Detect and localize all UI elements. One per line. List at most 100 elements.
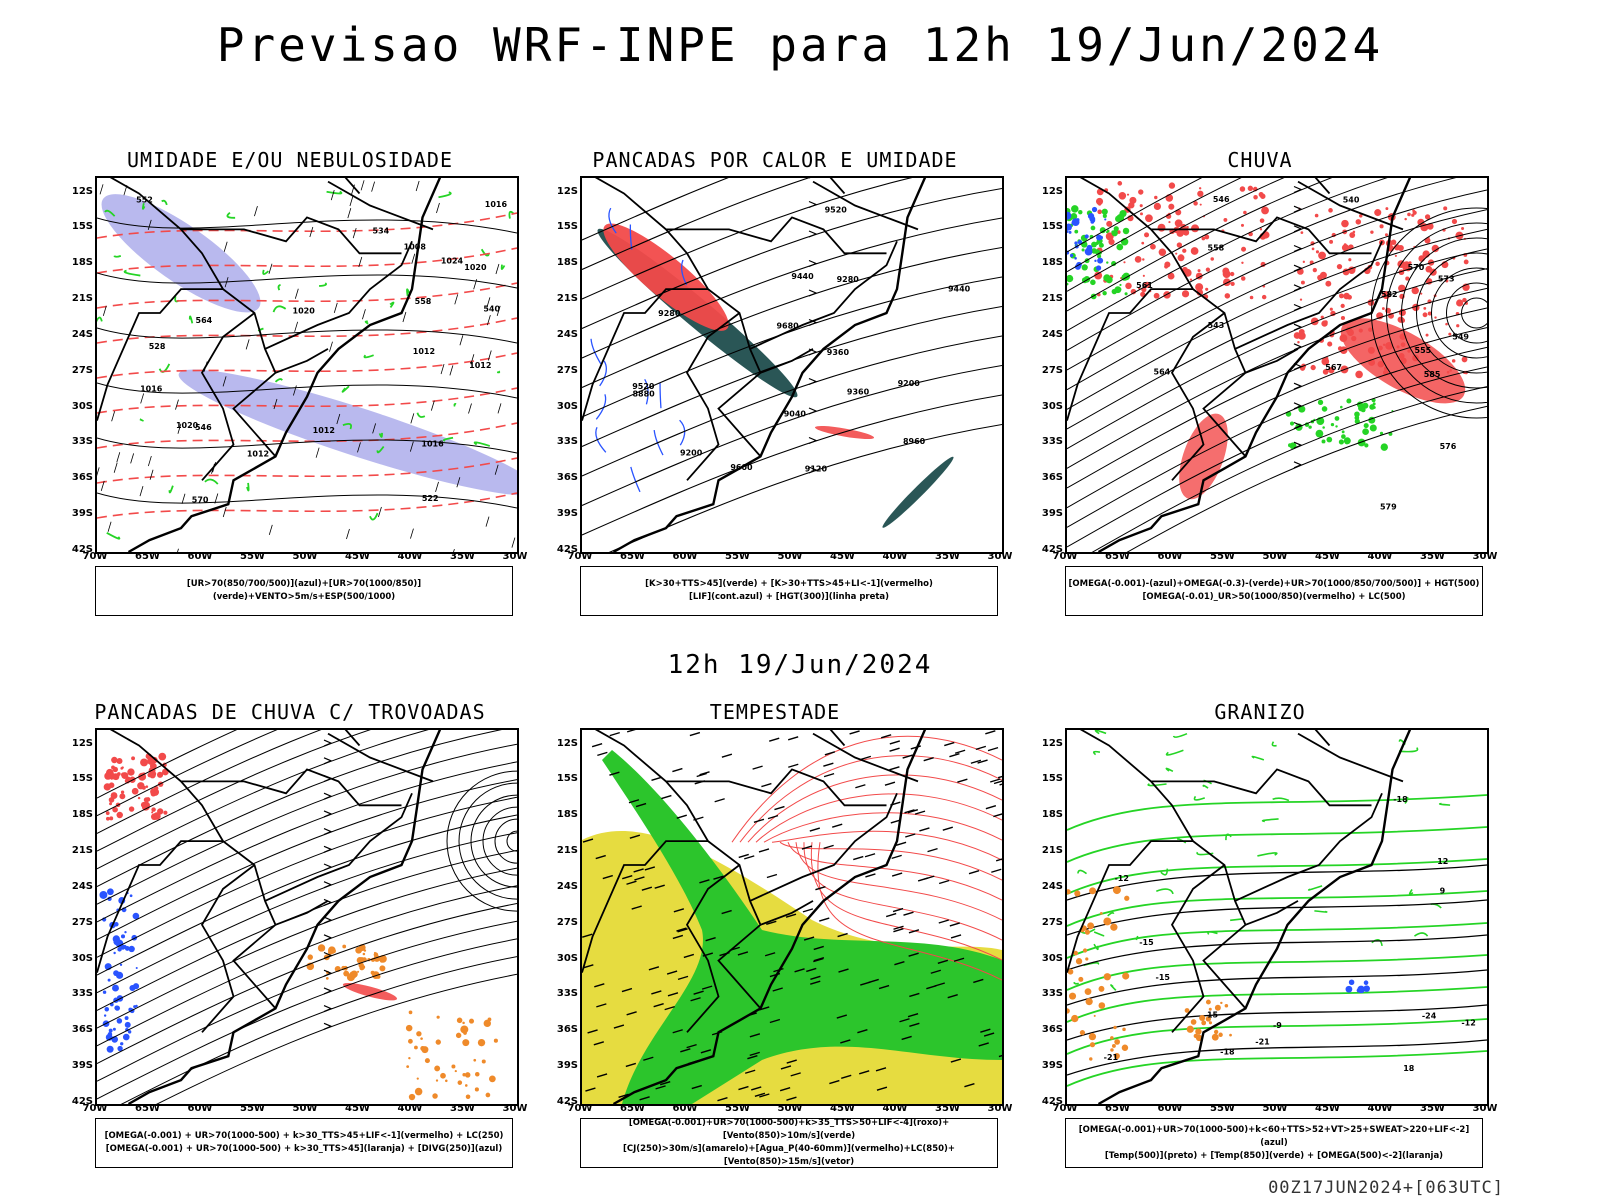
lon-tick-label: 70W xyxy=(567,1103,593,1114)
state-border xyxy=(1170,864,1226,1033)
streamline xyxy=(582,217,1002,359)
wind-vector xyxy=(747,1054,758,1060)
orange-speckle xyxy=(408,1038,413,1044)
contour-label: 9 xyxy=(1440,887,1446,896)
contour-label: 558 xyxy=(1208,243,1225,252)
green-contour xyxy=(204,478,219,485)
divergence-speckle xyxy=(108,1028,113,1033)
green-contour xyxy=(480,248,490,257)
wind-vector xyxy=(990,778,1001,783)
rain-speckle xyxy=(1446,370,1450,374)
temp850-contour xyxy=(1165,749,1184,756)
wind-vector xyxy=(899,1018,910,1023)
rain-speckle xyxy=(1394,254,1397,257)
lon-tick-label: 70W xyxy=(82,1103,108,1114)
lat-tick-label: 33S xyxy=(1041,436,1063,448)
state-border xyxy=(1079,178,1247,457)
rain-speckle xyxy=(1197,269,1201,273)
contour-label: 534 xyxy=(373,226,390,235)
divergence-speckle xyxy=(99,890,108,899)
wind-arrow xyxy=(329,341,333,352)
wind-vector xyxy=(930,969,942,974)
wind-vector xyxy=(677,975,689,981)
streamline-arrow xyxy=(323,881,333,889)
lat-tick-label: 39S xyxy=(556,1060,578,1072)
wind-arrow xyxy=(107,521,112,532)
wind-vector xyxy=(787,736,799,741)
orange-speckle xyxy=(460,1025,469,1034)
rain-speckle xyxy=(1398,352,1405,359)
rain-speckle xyxy=(1434,316,1437,319)
orange-speckle xyxy=(445,1079,448,1083)
thunderstorm-speckle xyxy=(111,765,115,770)
wind-arrow xyxy=(473,279,478,290)
contour-label: 522 xyxy=(422,494,439,503)
lat-tick-label: 30S xyxy=(556,400,578,412)
blue-speckle xyxy=(1084,234,1089,239)
lat-tick-label: 42S xyxy=(1041,1096,1063,1107)
pressure-contour xyxy=(97,382,517,399)
orange-speckle xyxy=(485,1092,491,1098)
wind-vector xyxy=(717,1097,728,1102)
wind-vector xyxy=(721,753,733,758)
divergence-speckle xyxy=(122,1033,130,1041)
contour-label: 540 xyxy=(1343,195,1360,204)
orange-speckle xyxy=(361,965,366,969)
green-speckle xyxy=(1074,229,1079,234)
wind-vector xyxy=(904,809,915,814)
green-speckle xyxy=(1335,425,1338,428)
lon-tick-label: 60W xyxy=(1157,551,1183,562)
lat-tick-label: 21S xyxy=(556,293,578,305)
green-speckle xyxy=(1369,424,1377,432)
rain-speckle xyxy=(1314,213,1319,218)
divergence-speckle xyxy=(124,1021,131,1028)
thunderstorm-speckle xyxy=(131,787,139,795)
green-speckle xyxy=(1380,443,1388,451)
wind-arrow xyxy=(97,467,100,477)
streamline-arrow xyxy=(808,200,818,209)
state-border xyxy=(264,792,413,902)
wind-vector xyxy=(672,767,683,773)
green-contour xyxy=(318,282,328,287)
orange-speckle xyxy=(435,1039,441,1045)
lat-tick-label: 24S xyxy=(1041,880,1063,892)
green-contour xyxy=(168,485,174,494)
rain-speckle xyxy=(1377,360,1385,368)
streamline xyxy=(97,730,238,799)
wind-arrow xyxy=(470,354,475,365)
lon-tick-label: 30W xyxy=(1472,1103,1498,1114)
state-border xyxy=(812,732,919,783)
green-speckle xyxy=(1096,254,1102,259)
rain-speckle xyxy=(1259,218,1265,223)
streamline xyxy=(1067,178,1242,273)
lon-tick-label: 70W xyxy=(1052,551,1078,562)
rain-speckle xyxy=(1168,203,1175,210)
temp850-contour xyxy=(1165,767,1174,773)
orange-speckle xyxy=(420,1046,426,1051)
lat-tick-label: 42S xyxy=(556,544,578,555)
wind-vector xyxy=(947,994,958,999)
temp850-contour xyxy=(1307,885,1323,891)
wind-vector xyxy=(983,1032,995,1037)
streamline-arrow xyxy=(323,916,333,924)
wind-vector xyxy=(980,1028,991,1033)
omega-speckle xyxy=(1089,887,1097,895)
contour-label: 543 xyxy=(1208,321,1225,330)
wind-vector xyxy=(893,927,904,933)
state-border xyxy=(109,178,277,457)
rain-speckle xyxy=(1118,192,1127,200)
lat-tick-label: 21S xyxy=(71,845,93,857)
rain-speckle xyxy=(1384,233,1388,237)
page-title: Previsao WRF-INPE para 12h 19/Jun/2024 xyxy=(216,18,1384,72)
green-contour xyxy=(453,402,457,407)
divergence-speckle xyxy=(112,1027,116,1031)
lon-tick-label: 45W xyxy=(345,1103,370,1114)
wind-vector xyxy=(949,922,961,927)
green-contour xyxy=(226,211,236,219)
divergence-speckle xyxy=(114,1005,121,1011)
streamline xyxy=(97,849,517,1011)
green-speckle xyxy=(1372,406,1376,409)
pressure-contour xyxy=(97,492,517,509)
omega-speckle xyxy=(1213,1029,1219,1035)
